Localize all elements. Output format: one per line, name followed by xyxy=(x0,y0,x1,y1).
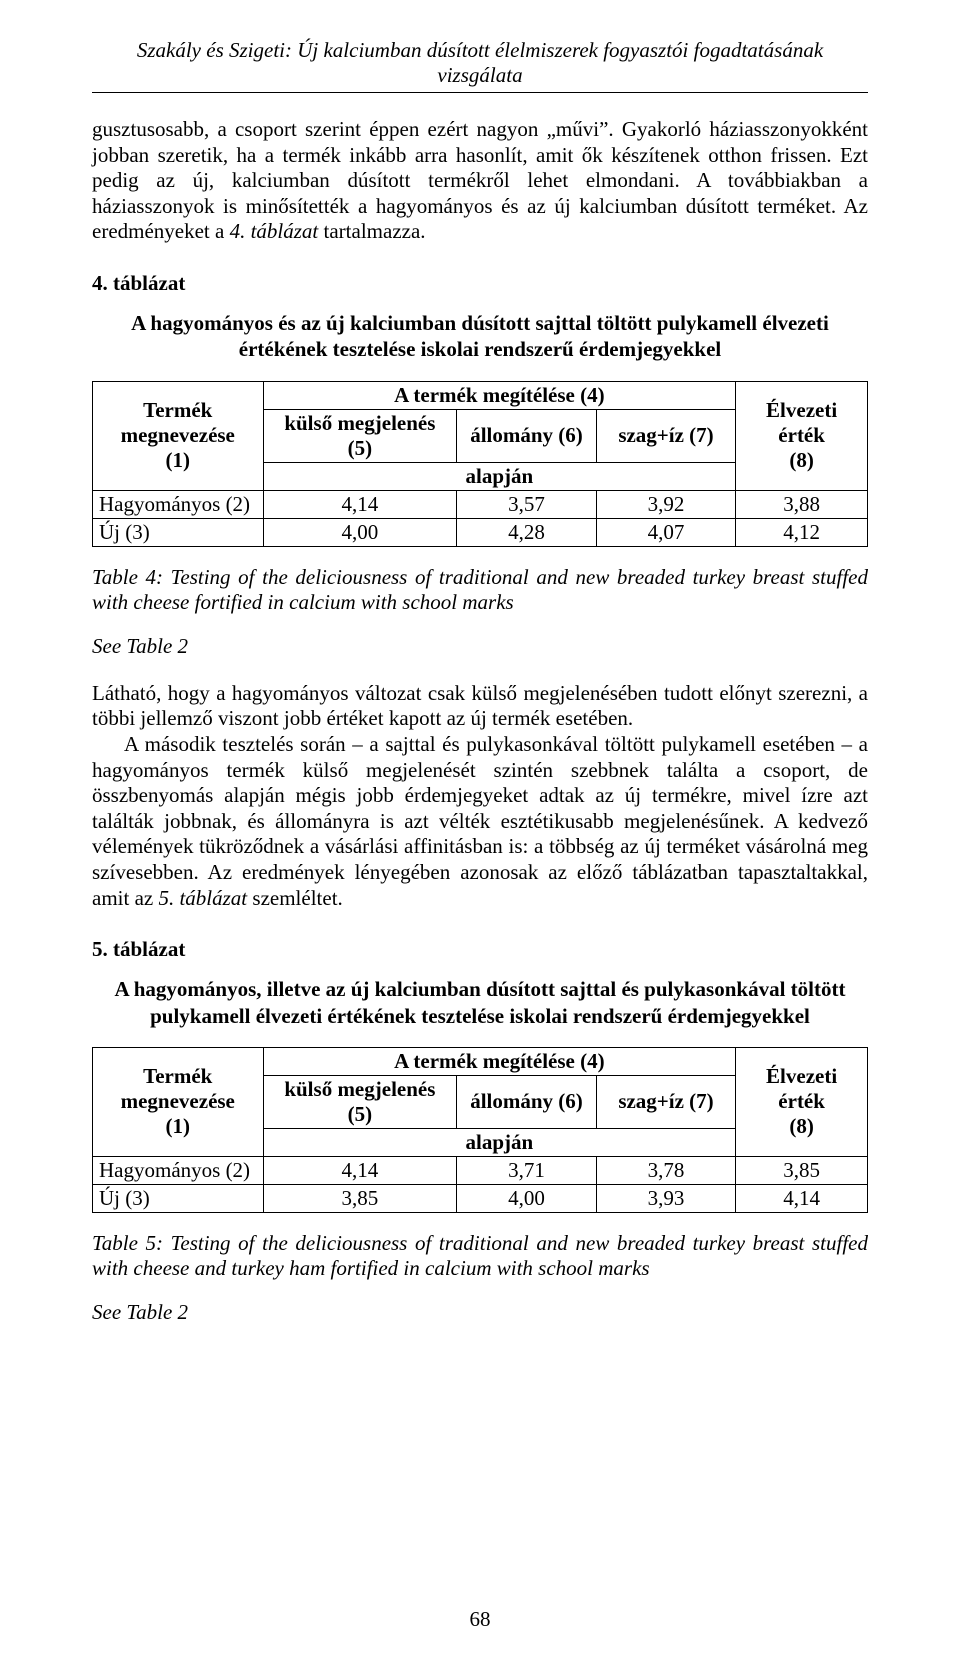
t4-r0-c2: 3,57 xyxy=(457,490,597,518)
table-row: Hagyományos (2) 4,14 3,57 3,92 3,88 xyxy=(93,490,868,518)
t4-r0-c1: 4,14 xyxy=(263,490,457,518)
t5-h5a: Élvezeti xyxy=(766,1064,837,1088)
table5: Termék megnevezése (1) A termék megítélé… xyxy=(92,1047,868,1213)
para1-tail: tartalmazza. xyxy=(318,219,425,243)
table4-see: See Table 2 xyxy=(92,634,868,659)
t5-r1-c3: 3,93 xyxy=(596,1184,736,1212)
para3a: A második tesztelés során – a sajttal és… xyxy=(92,732,868,910)
table4-header-row1: Termék megnevezése (1) A termék megítélé… xyxy=(93,381,868,409)
table5-caption-en: Table 5: Testing of the deliciousness of… xyxy=(92,1231,868,1282)
paragraph-3: A második tesztelés során – a sajttal és… xyxy=(92,732,868,911)
t5-group-bottom: alapján xyxy=(263,1128,736,1156)
t5-h5c: (8) xyxy=(789,1114,814,1138)
para3-em: 5. táblázat xyxy=(158,886,247,910)
t4-h5c: (8) xyxy=(789,448,814,472)
t4-r1-name: Új (3) xyxy=(93,518,264,546)
t5-sub1: külső megjelenés (5) xyxy=(263,1075,457,1128)
table-row: Hagyományos (2) 4,14 3,71 3,78 3,85 xyxy=(93,1156,868,1184)
para1-em: 4. táblázat xyxy=(230,219,319,243)
t5-r0-c2: 3,71 xyxy=(457,1156,597,1184)
t4-r1-c3: 4,07 xyxy=(596,518,736,546)
table4-title: A hagyományos és az új kalciumban dúsíto… xyxy=(92,310,868,363)
t5-h1b: megnevezése xyxy=(121,1089,235,1113)
t5-r0-c1: 4,14 xyxy=(263,1156,457,1184)
table5-h-col5: Élvezeti érték (8) xyxy=(736,1047,868,1156)
t4-sub3: szag+íz (7) xyxy=(596,409,736,462)
t5-r1-c4: 4,14 xyxy=(736,1184,868,1212)
t5-r0-name: Hagyományos (2) xyxy=(93,1156,264,1184)
t4-r0-c3: 3,92 xyxy=(596,490,736,518)
table5-h-col1: Termék megnevezése (1) xyxy=(93,1047,264,1156)
t4-sub2: állomány (6) xyxy=(457,409,597,462)
t4-h1c: (1) xyxy=(166,448,191,472)
table4-label: 4. táblázat xyxy=(92,271,868,296)
running-head: Szakály és Szigeti: Új kalciumban dúsíto… xyxy=(92,38,868,88)
t4-sub1: külső megjelenés (5) xyxy=(263,409,457,462)
t5-r0-c3: 3,78 xyxy=(596,1156,736,1184)
t5-r1-c1: 3,85 xyxy=(263,1184,457,1212)
table-row: Új (3) 3,85 4,00 3,93 4,14 xyxy=(93,1184,868,1212)
para3b: szemléltet. xyxy=(247,886,343,910)
t5-h5b: érték xyxy=(778,1089,825,1113)
page-number: 68 xyxy=(0,1607,960,1632)
t4-r1-c1: 4,00 xyxy=(263,518,457,546)
t4-r1-c4: 4,12 xyxy=(736,518,868,546)
t5-r1-c2: 4,00 xyxy=(457,1184,597,1212)
table5-label: 5. táblázat xyxy=(92,937,868,962)
table4: Termék megnevezése (1) A termék megítélé… xyxy=(92,381,868,547)
header-rule xyxy=(92,92,868,93)
table4-caption-en: Table 4: Testing of the deliciousness of… xyxy=(92,565,868,616)
t4-h1a: Termék xyxy=(143,398,212,422)
t4-h1b: megnevezése xyxy=(121,423,235,447)
table5-header-row1: Termék megnevezése (1) A termék megítélé… xyxy=(93,1047,868,1075)
t5-h1c: (1) xyxy=(166,1114,191,1138)
table4-h-group-top: A termék megítélése (4) xyxy=(263,381,736,409)
t4-h5a: Élvezeti xyxy=(766,398,837,422)
t5-r0-c4: 3,85 xyxy=(736,1156,868,1184)
paragraph-2: Látható, hogy a hagyományos változat csa… xyxy=(92,681,868,732)
table-row: Új (3) 4,00 4,28 4,07 4,12 xyxy=(93,518,868,546)
t4-r0-name: Hagyományos (2) xyxy=(93,490,264,518)
table5-title: A hagyományos, illetve az új kalciumban … xyxy=(92,976,868,1029)
table5-h-group-top: A termék megítélése (4) xyxy=(263,1047,736,1075)
para1-text: gusztusosabb, a csoport szerint éppen ez… xyxy=(92,117,868,243)
t5-sub3: szag+íz (7) xyxy=(596,1075,736,1128)
page: Szakály és Szigeti: Új kalciumban dúsíto… xyxy=(0,0,960,1660)
table4-h-col1: Termék megnevezése (1) xyxy=(93,381,264,490)
t5-h1a: Termék xyxy=(143,1064,212,1088)
t5-sub2: állomány (6) xyxy=(457,1075,597,1128)
t4-h5b: érték xyxy=(778,423,825,447)
paragraph-1: gusztusosabb, a csoport szerint éppen ez… xyxy=(92,117,868,245)
table5-see: See Table 2 xyxy=(92,1300,868,1325)
t4-r1-c2: 4,28 xyxy=(457,518,597,546)
t5-r1-name: Új (3) xyxy=(93,1184,264,1212)
t4-r0-c4: 3,88 xyxy=(736,490,868,518)
table4-h-col5: Élvezeti érték (8) xyxy=(736,381,868,490)
t4-group-bottom: alapján xyxy=(263,462,736,490)
